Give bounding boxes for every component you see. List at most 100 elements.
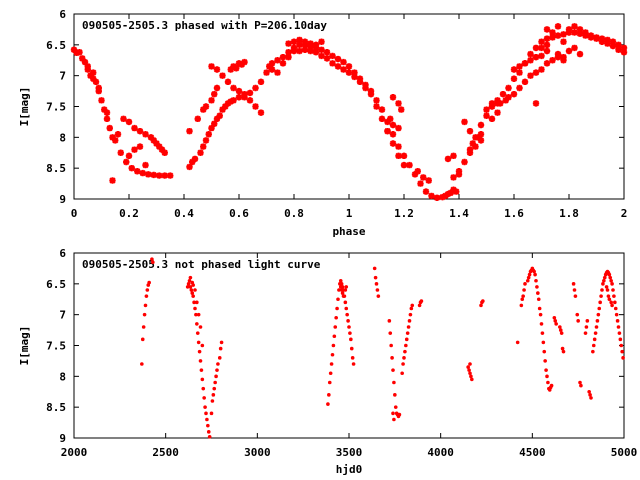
data-point <box>539 322 544 326</box>
data-point <box>215 368 219 372</box>
data-point <box>565 26 573 33</box>
data-point <box>197 349 202 354</box>
unphased-ticks: 2000 2500 3000 3500 4000 4500 5000 6 6.5 7 7.5 8 8.5… <box>46 247 637 459</box>
data-point <box>143 303 148 308</box>
data-point <box>461 118 468 126</box>
data-point <box>575 312 580 317</box>
data-point <box>425 177 432 184</box>
data-point <box>257 109 265 116</box>
data-point <box>571 29 578 36</box>
data-point <box>572 288 577 292</box>
y-tick-label: 9 <box>59 432 66 445</box>
data-point <box>605 288 610 292</box>
data-point <box>406 161 413 169</box>
data-point <box>596 312 601 317</box>
data-point <box>290 38 298 45</box>
data-point <box>101 106 108 113</box>
data-point <box>387 115 394 123</box>
data-point <box>161 149 168 156</box>
data-point <box>268 66 276 73</box>
data-point <box>257 78 265 86</box>
data-point <box>189 288 194 292</box>
data-point <box>140 362 144 366</box>
data-point <box>375 288 380 292</box>
data-point <box>378 106 386 113</box>
data-point <box>409 306 414 311</box>
data-point <box>202 103 210 110</box>
data-point <box>400 152 408 160</box>
data-point <box>554 32 562 39</box>
data-point <box>391 411 395 416</box>
data-point <box>420 174 427 181</box>
data-point <box>549 57 556 64</box>
data-point <box>469 140 476 147</box>
data-point <box>207 434 212 439</box>
data-point <box>219 106 226 113</box>
data-point <box>213 115 221 123</box>
data-point <box>202 137 210 144</box>
data-point <box>323 49 331 56</box>
data-point <box>543 41 551 49</box>
data-point <box>128 164 135 172</box>
data-point <box>334 315 338 320</box>
data-point <box>538 44 545 52</box>
data-point <box>263 69 270 76</box>
data-point <box>419 299 424 303</box>
data-point <box>538 312 543 317</box>
data-point <box>109 177 116 184</box>
data-point <box>395 152 402 160</box>
y-tick-label: 8.5 <box>46 401 66 414</box>
data-point <box>477 121 485 129</box>
data-point <box>241 58 248 66</box>
data-point <box>224 78 232 86</box>
data-point <box>389 121 397 129</box>
data-point <box>117 149 124 156</box>
data-point <box>516 84 523 92</box>
data-point <box>216 362 220 366</box>
data-point <box>442 192 449 200</box>
x-tick-label: 5000 <box>611 446 638 459</box>
data-point <box>591 343 596 348</box>
data-point <box>543 359 547 363</box>
data-point <box>266 63 273 70</box>
data-point <box>76 49 83 56</box>
data-point <box>296 41 303 49</box>
data-point <box>139 169 146 177</box>
data-point <box>202 396 206 400</box>
data-point <box>494 109 501 116</box>
data-point <box>90 75 97 82</box>
data-point <box>200 377 205 382</box>
data-point <box>403 349 407 354</box>
data-point <box>70 46 78 53</box>
data-point <box>607 297 612 302</box>
data-point <box>402 356 406 360</box>
data-point <box>598 35 606 42</box>
data-point <box>103 109 111 116</box>
data-point <box>439 193 446 201</box>
data-point <box>621 356 625 360</box>
data-point <box>210 399 215 403</box>
y-tick-label: 6.5 <box>46 39 66 52</box>
data-point <box>112 137 119 144</box>
data-point <box>578 380 582 385</box>
data-point <box>608 275 613 280</box>
data-point <box>565 47 573 55</box>
x-tick-label: 0 <box>71 207 78 220</box>
data-point <box>475 134 482 141</box>
data-point <box>615 41 622 49</box>
data-point <box>312 41 320 49</box>
data-point <box>532 44 540 52</box>
data-point <box>428 192 435 200</box>
data-point <box>592 337 597 342</box>
data-point <box>331 343 336 348</box>
data-point <box>505 84 512 92</box>
data-point <box>136 143 144 150</box>
data-point <box>595 319 600 323</box>
data-point <box>318 46 325 53</box>
data-point <box>408 312 413 317</box>
data-point <box>414 168 421 175</box>
data-point <box>81 58 89 66</box>
data-point <box>208 124 215 132</box>
data-point <box>156 143 163 150</box>
data-point <box>611 288 615 292</box>
